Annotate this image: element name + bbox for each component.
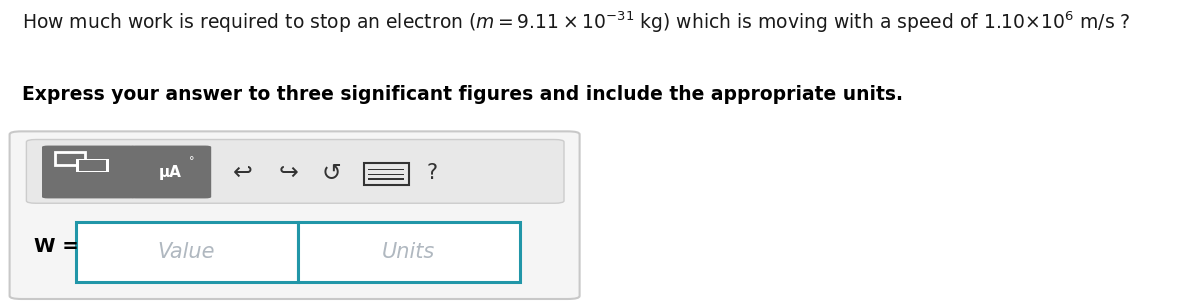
- Text: ↩: ↩: [233, 161, 252, 185]
- Text: W =: W =: [34, 237, 78, 255]
- Text: ?: ?: [426, 163, 438, 183]
- Text: °: °: [190, 156, 194, 166]
- Text: Express your answer to three significant figures and include the appropriate uni: Express your answer to three significant…: [22, 85, 902, 104]
- Text: Value: Value: [157, 242, 215, 262]
- Text: Units: Units: [382, 242, 434, 262]
- Text: ↺: ↺: [322, 161, 341, 185]
- Text: How much work is required to stop an electron $(m = 9.11 \times 10^{-31}$ kg) wh: How much work is required to stop an ele…: [22, 9, 1130, 34]
- Text: ↪: ↪: [278, 161, 298, 185]
- Text: μA: μA: [158, 165, 182, 180]
